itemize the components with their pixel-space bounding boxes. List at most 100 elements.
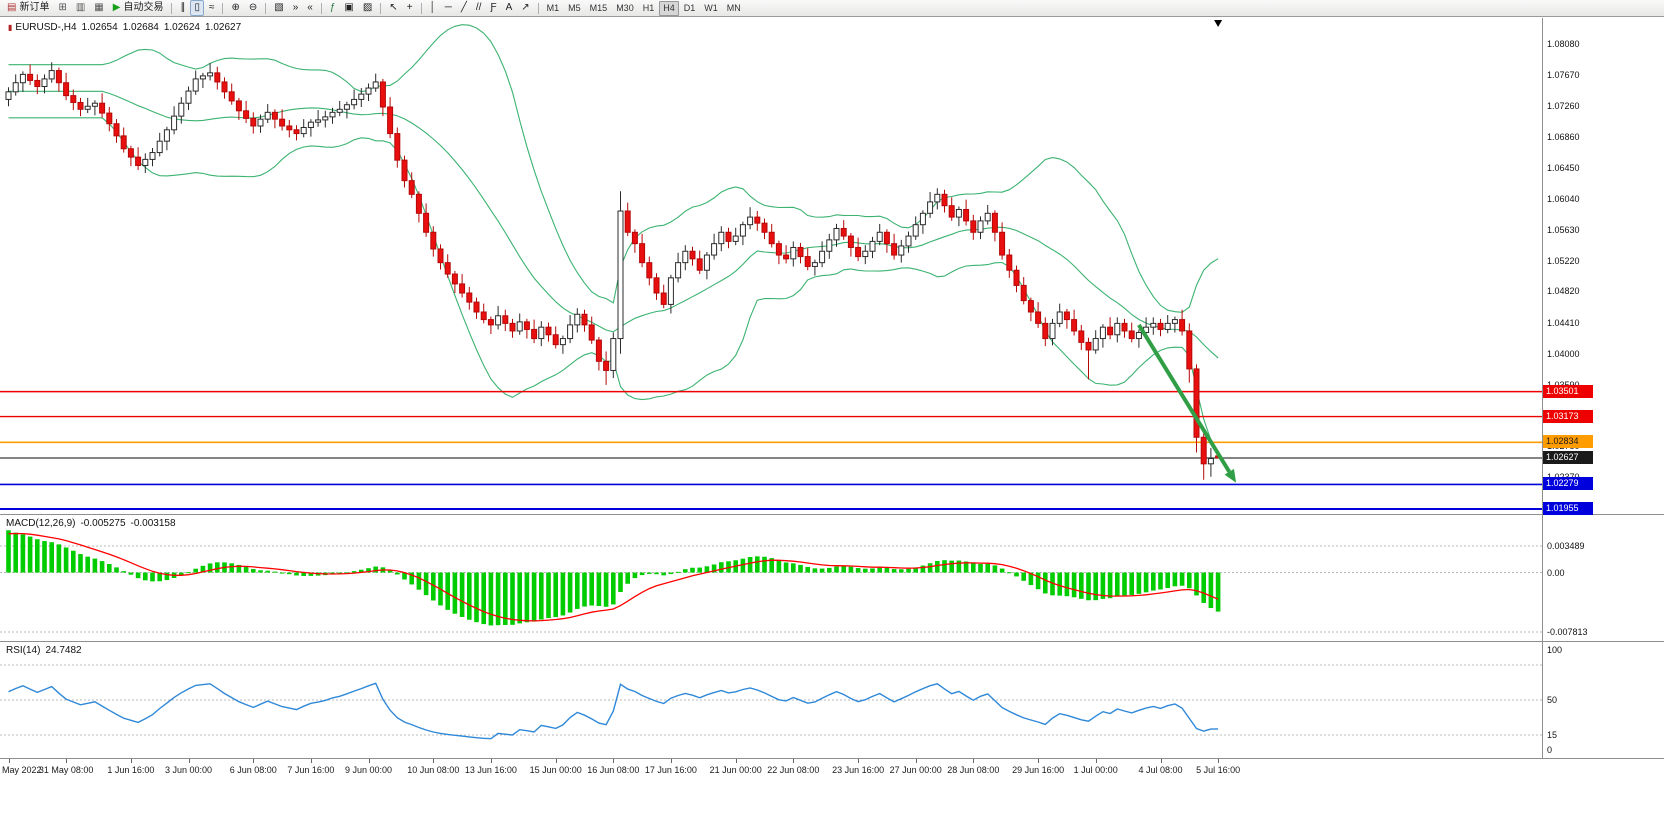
time-axis-label: 6 Jun 08:00 <box>229 765 277 775</box>
candle-body <box>941 193 948 207</box>
panel-separator[interactable] <box>0 514 1664 515</box>
toolbar-cursor-button[interactable]: ↖ <box>385 0 401 16</box>
macd-bar <box>1100 572 1106 599</box>
macd-bar <box>308 572 314 576</box>
macd-bar <box>582 572 587 607</box>
macd-bar <box>215 562 220 573</box>
trend-arrow[interactable] <box>1137 323 1237 483</box>
candle-body <box>847 235 854 248</box>
timeframe-M15-button[interactable]: M15 <box>589 3 608 13</box>
toolbar-auto-scroll-button[interactable]: » <box>289 0 303 16</box>
toolbar-vertical-line-button[interactable]: │ <box>426 0 440 16</box>
timeframe-MN-button[interactable]: MN <box>726 3 741 13</box>
toolbar-data-window-button[interactable]: ▦ <box>90 0 107 16</box>
candle-body <box>934 193 941 203</box>
toolbar-autotrading-button[interactable]: ▶ 自动交易 <box>109 0 168 16</box>
toolbar-zoom-out-button[interactable]: ⊖ <box>245 0 261 16</box>
macd-bar <box>1194 572 1199 596</box>
macd-bar <box>942 560 947 573</box>
toolbar-fibonacci-button[interactable]: Ƒ <box>486 0 500 16</box>
macd-bar <box>603 572 609 607</box>
toolbar-profiles-button[interactable]: ▥ <box>72 0 89 16</box>
timeframe-M1-button[interactable]: M1 <box>546 3 560 13</box>
timeframe-H1-button[interactable]: H1 <box>642 3 655 13</box>
bollinger-up-line <box>8 24 1219 313</box>
toolbar-chart-windows-button[interactable]: ⊞ <box>54 0 70 16</box>
macd-bar <box>539 572 544 620</box>
toolbar-periods-button[interactable]: ▣ <box>340 0 357 16</box>
candle-body <box>948 205 955 218</box>
macd-bar <box>827 567 832 573</box>
candle-body <box>869 240 876 252</box>
candle-body <box>1121 322 1128 332</box>
timeframe-M30-button[interactable]: M30 <box>616 3 634 13</box>
macd-bar <box>179 572 184 576</box>
timeframe-D1-button[interactable]: D1 <box>683 3 696 13</box>
candle-body <box>135 156 142 166</box>
toolbar-bars-chart-button[interactable]: ∥ <box>176 0 189 16</box>
macd-bar <box>567 572 573 613</box>
chart-shift-icon: « <box>307 2 313 13</box>
macd-bar <box>49 542 54 573</box>
toolbar-channel-button[interactable]: // <box>472 0 486 16</box>
rsi-panel[interactable] <box>0 642 1542 758</box>
candle-body <box>631 231 638 245</box>
macd-bar <box>690 567 695 573</box>
toolbar-line-chart-button[interactable]: ≈ <box>205 0 219 16</box>
panel-separator[interactable] <box>0 758 1664 759</box>
candle-body <box>149 152 156 160</box>
macd-bar <box>683 569 688 573</box>
toolbar-templates-button[interactable]: ▨ <box>359 0 376 16</box>
candle-body <box>833 227 840 241</box>
macd-bar <box>481 572 486 625</box>
rsi-axis-label: 100 <box>1547 645 1563 655</box>
candle-body <box>1071 319 1078 332</box>
rsi-name: RSI(14) <box>6 645 41 656</box>
candle-body <box>963 209 970 222</box>
shift-end-marker[interactable] <box>1214 20 1223 27</box>
chart-context-icon[interactable]: ▮ <box>8 23 13 32</box>
macd-bar <box>639 572 645 576</box>
toolbar-tile-windows-button[interactable]: ▧ <box>270 0 287 16</box>
macd-panel[interactable] <box>0 515 1542 641</box>
candle-body <box>574 313 581 326</box>
candle-body <box>34 79 41 88</box>
candle-body <box>120 135 127 150</box>
toolbar-zoom-in-button[interactable]: ⊕ <box>227 0 243 16</box>
trend-arrow-head[interactable] <box>1224 468 1237 483</box>
candle-body <box>732 235 739 242</box>
toolbar-candles-chart-button[interactable]: ▯ <box>190 0 204 16</box>
macd-bar <box>654 572 659 575</box>
toolbar-chart-shift-button[interactable]: « <box>303 0 317 16</box>
price-axis-tick: 1.06860 <box>1547 131 1580 142</box>
toolbar-trendline-button[interactable]: ╱ <box>457 0 471 16</box>
timeframe-H4-button[interactable]: H4 <box>659 0 679 16</box>
macd-bar <box>186 572 191 574</box>
macd-bar <box>35 539 40 573</box>
horizontal-line-icon: ─ <box>444 2 452 13</box>
chart-title: ▮ EURUSD-,H4 1.02654 1.02684 1.02624 1.02627 <box>8 22 246 33</box>
timeframe-M5-button[interactable]: M5 <box>568 3 581 13</box>
main-chart[interactable] <box>0 18 1542 514</box>
candle-body <box>646 262 653 279</box>
toolbar-text-tool-button[interactable]: A <box>502 0 517 16</box>
templates-icon: ▨ <box>362 2 373 13</box>
price-axis-tick: 1.04000 <box>1547 348 1580 359</box>
toolbar-new-order-button[interactable]: ▤ 新订单 <box>3 0 53 16</box>
toolbar-indicators-button[interactable]: ƒ <box>326 0 340 16</box>
trend-arrow-shaft[interactable] <box>1137 323 1231 473</box>
macd-bar <box>121 571 126 573</box>
price-axis-tick: 1.02370 <box>1547 472 1580 483</box>
panel-separator[interactable] <box>0 641 1664 642</box>
toolbar-horizontal-line-button[interactable]: ─ <box>441 0 456 16</box>
candle-body <box>595 339 602 362</box>
timeframe-W1-button[interactable]: W1 <box>704 3 718 13</box>
candle-body <box>5 91 12 100</box>
candle-body <box>775 243 782 256</box>
candle-body <box>214 72 221 83</box>
time-axis[interactable]: May 2022 31 May 08:00 1 Jun 16:00 3 Jun 00:… <box>0 759 1542 783</box>
toolbar-crosshair-button[interactable]: + <box>403 0 417 16</box>
toolbar-arrows-tool-button[interactable]: ↗ <box>517 0 533 16</box>
trendline-icon: ╱ <box>460 2 467 13</box>
macd-bar <box>366 568 371 573</box>
